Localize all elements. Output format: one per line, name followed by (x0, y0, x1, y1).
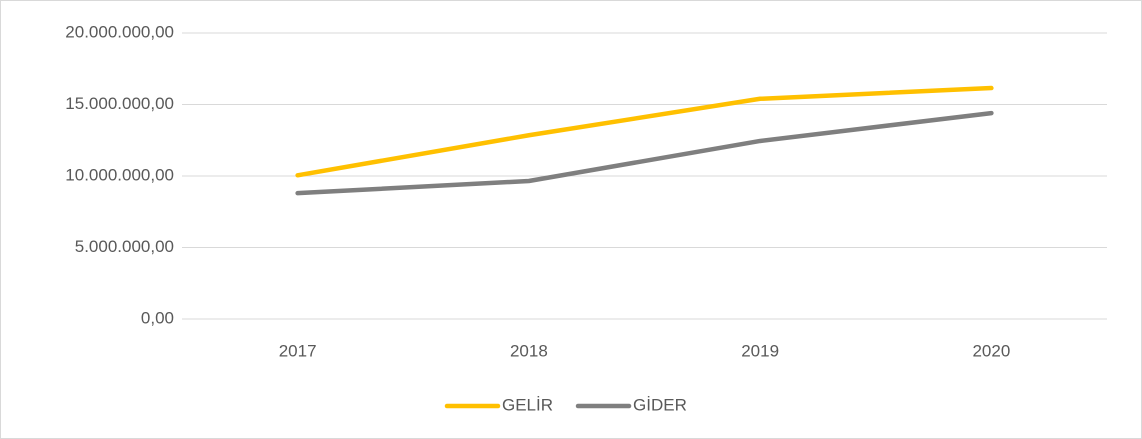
y-tick-label: 5.000.000,00 (75, 237, 174, 256)
x-tick-label: 2018 (510, 341, 548, 360)
series-line (295, 110, 994, 196)
legend-label: GİDER (633, 395, 687, 414)
legend-label: GELİR (502, 395, 553, 414)
x-tick-label: 2020 (972, 341, 1010, 360)
x-tick-label: 2019 (741, 341, 779, 360)
y-tick-label: 15.000.000,00 (65, 94, 174, 113)
y-tick-label: 10.000.000,00 (65, 165, 174, 184)
y-tick-label: 0,00 (141, 308, 174, 327)
y-tick-label: 20.000.000,00 (65, 22, 174, 41)
series-line (295, 85, 994, 178)
x-tick-label: 2017 (279, 341, 317, 360)
